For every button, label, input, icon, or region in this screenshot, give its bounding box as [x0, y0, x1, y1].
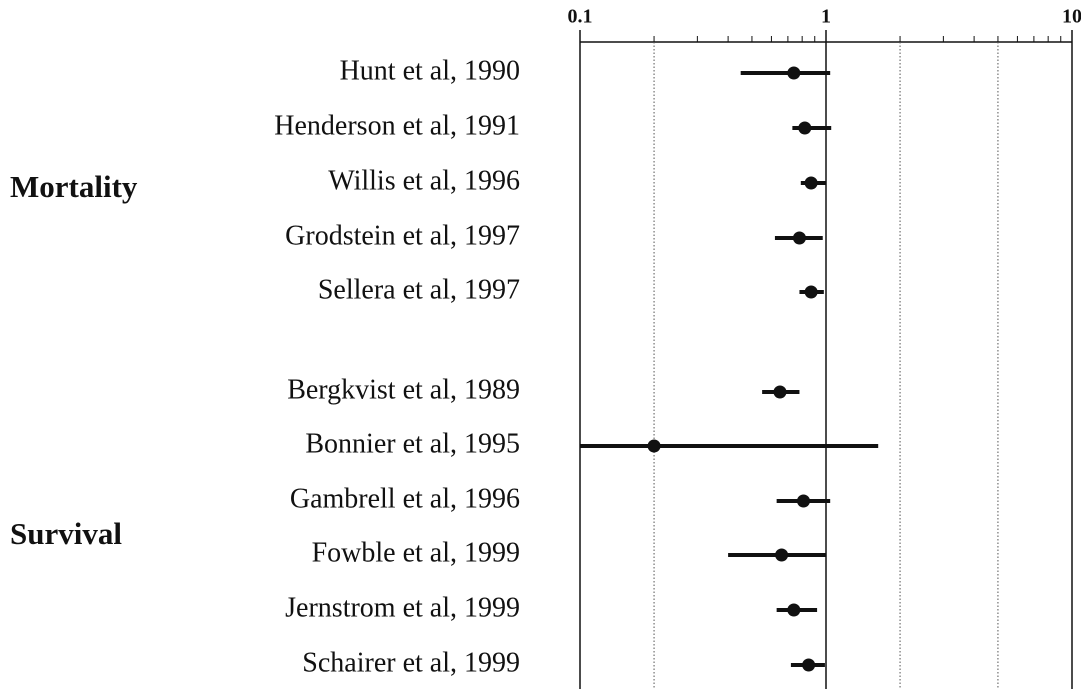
study-label: Fowble et al, 1999 [312, 537, 520, 568]
group-label: Survival [10, 516, 122, 551]
point-estimate [773, 385, 787, 399]
point-estimate [804, 285, 818, 299]
study-label: Schairer et al, 1999 [302, 647, 520, 678]
study-label: Hunt et al, 1990 [340, 55, 520, 86]
point-estimate [802, 658, 816, 672]
point-estimate [787, 603, 801, 617]
group-label: Mortality [10, 169, 138, 204]
study-label: Willis et al, 1996 [328, 165, 520, 196]
study-label: Sellera et al, 1997 [318, 274, 520, 305]
x-tick-label: 1 [821, 6, 831, 28]
x-tick-label: 10 [1062, 6, 1081, 28]
point-estimate [796, 494, 810, 508]
study-label: Grodstein et al, 1997 [285, 220, 520, 251]
point-estimate [792, 231, 806, 245]
study-label: Bergkvist et al, 1989 [287, 374, 520, 405]
point-estimate [787, 66, 801, 80]
study-label: Henderson et al, 1991 [274, 110, 520, 141]
point-estimate [775, 548, 789, 562]
study-label: Jernstrom et al, 1999 [285, 592, 520, 623]
point-estimate [647, 439, 661, 453]
x-tick-label: 0.1 [568, 6, 593, 28]
study-label: Bonnier et al, 1995 [305, 428, 520, 459]
study-label: Gambrell et al, 1996 [290, 483, 520, 514]
point-estimate [798, 121, 812, 135]
point-estimate [804, 176, 818, 190]
